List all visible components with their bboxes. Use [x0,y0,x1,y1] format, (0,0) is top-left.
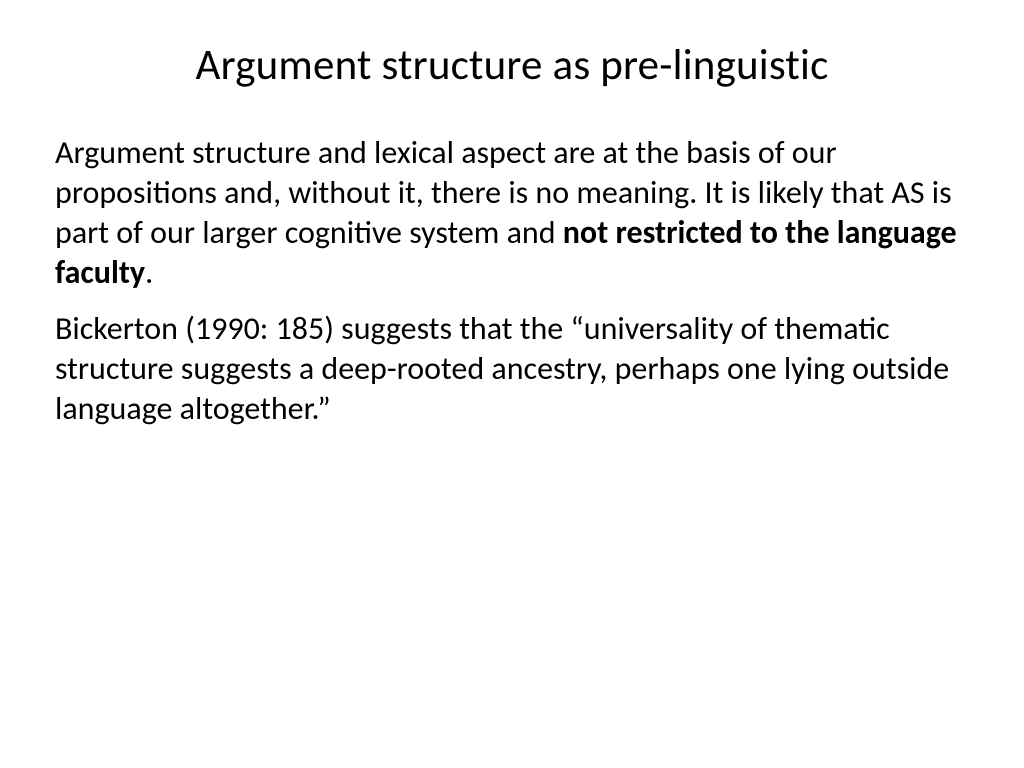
para1-text-after: . [145,253,153,292]
paragraph-2: Bickerton (1990: 185) suggests that the … [55,309,969,429]
paragraph-1: Argument structure and lexical aspect ar… [55,133,969,293]
slide: Argument structure as pre-linguistic Arg… [0,0,1024,768]
slide-body: Argument structure and lexical aspect ar… [55,133,969,429]
slide-title: Argument structure as pre-linguistic [55,38,969,91]
